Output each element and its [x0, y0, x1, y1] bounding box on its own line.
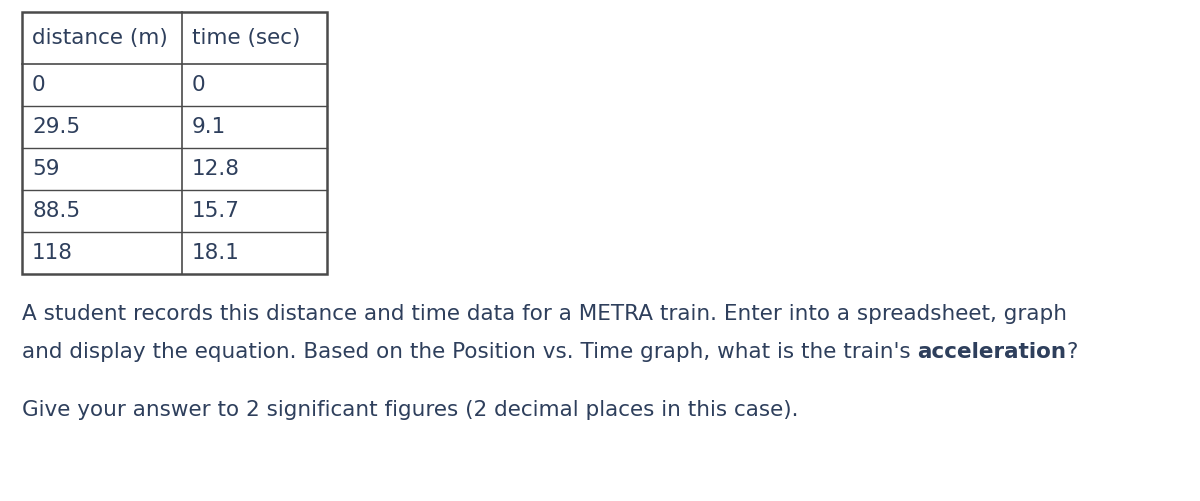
Text: 59: 59 [32, 159, 60, 179]
Text: 0: 0 [192, 75, 205, 95]
Text: 9.1: 9.1 [192, 117, 227, 137]
Text: 118: 118 [32, 243, 73, 263]
Text: acceleration: acceleration [918, 342, 1067, 362]
Text: 88.5: 88.5 [32, 201, 80, 221]
Text: and display the equation. Based on the Position vs. Time graph, what is the trai: and display the equation. Based on the P… [22, 342, 918, 362]
Text: distance (m): distance (m) [32, 28, 168, 48]
Text: 15.7: 15.7 [192, 201, 240, 221]
Text: 12.8: 12.8 [192, 159, 240, 179]
Text: time (sec): time (sec) [192, 28, 300, 48]
Bar [22, 12, 326, 274]
Text: ?: ? [1067, 342, 1078, 362]
Text: A student records this distance and time data for a METRA train. Enter into a sp: A student records this distance and time… [22, 304, 1067, 324]
Text: 29.5: 29.5 [32, 117, 80, 137]
Text: 18.1: 18.1 [192, 243, 240, 263]
Text: 0: 0 [32, 75, 46, 95]
Text: Give your answer to 2 significant figures (2 decimal places in this case).: Give your answer to 2 significant figure… [22, 400, 798, 420]
